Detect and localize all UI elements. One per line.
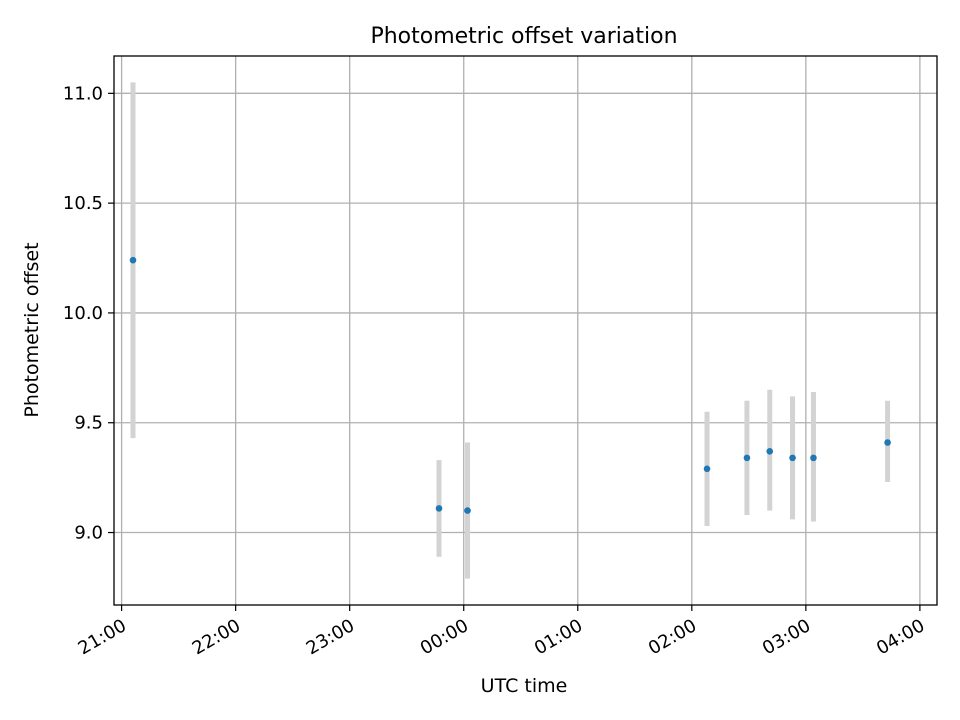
x-tick-label: 04:00 — [873, 615, 928, 659]
data-point — [129, 256, 137, 264]
data-point — [703, 465, 711, 473]
plot-frame — [113, 55, 938, 606]
data-point — [743, 454, 751, 462]
y-tick-label: 10.5 — [63, 193, 103, 214]
x-axis-label: UTC time — [481, 675, 568, 697]
x-axis-ticks: 21:00 22:00 23:00 00:00 01:00 02:00 03:00 04:00 — [75, 605, 928, 659]
x-tick-label: 22:00 — [189, 615, 244, 659]
chart-title: Photometric offset variation — [370, 24, 677, 49]
y-axis-ticks: 9.0 9.5 10.0 10.5 11.0 — [63, 83, 114, 544]
x-tick-label: 21:00 — [75, 615, 130, 659]
errorbars — [130, 82, 891, 579]
data-point — [789, 454, 796, 462]
x-tick-label: 01:00 — [531, 615, 586, 659]
x-tick-label: 00:00 — [417, 615, 472, 659]
y-axis-label: Photometric offset — [21, 242, 43, 417]
x-tick-label: 03:00 — [759, 615, 814, 659]
x-tick-label: 23:00 — [303, 615, 358, 659]
grid — [114, 56, 937, 605]
x-tick-label: 02:00 — [645, 615, 700, 659]
data-points — [129, 256, 891, 514]
data-point — [884, 439, 891, 446]
data-point — [464, 507, 471, 514]
y-tick-label: 10.0 — [63, 303, 103, 324]
data-point — [810, 454, 817, 462]
y-tick-label: 9.0 — [74, 523, 103, 544]
data-point — [435, 505, 443, 512]
data-point — [766, 447, 774, 455]
y-tick-label: 9.5 — [74, 413, 103, 434]
y-tick-label: 11.0 — [63, 83, 103, 104]
